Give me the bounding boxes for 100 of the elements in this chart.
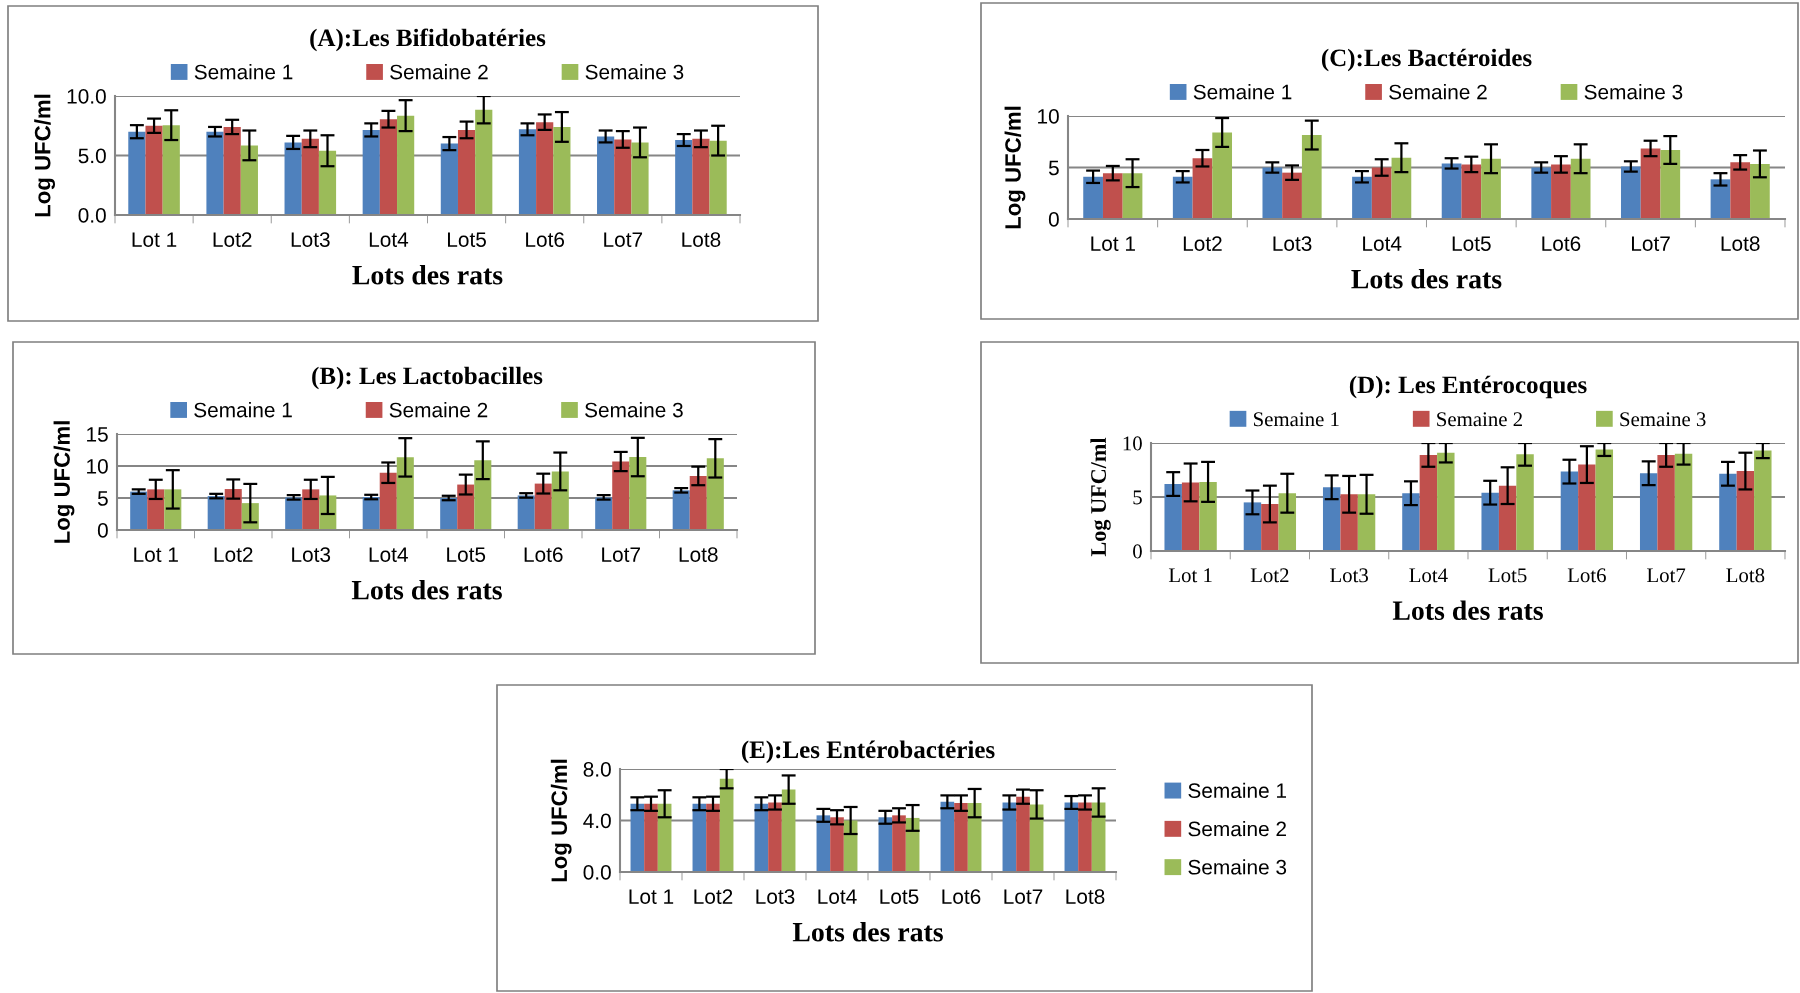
y-axis-title: Log UFC/ml — [1004, 106, 1026, 229]
bar — [1570, 158, 1591, 219]
bar — [440, 498, 458, 530]
x-tick-label: Lot4 — [1409, 568, 1448, 583]
y-tick-label: 5.0 — [78, 148, 106, 164]
y-axis-title: Log UFC/ml — [1090, 437, 1111, 557]
x-axis-title: Lots des rats — [351, 579, 502, 600]
bar — [1391, 157, 1412, 219]
x-tick-label: Lot2 — [214, 547, 253, 562]
legend-label: Semaine 3 — [1584, 84, 1683, 100]
bar — [285, 497, 303, 530]
bar — [689, 475, 707, 530]
bar — [1322, 487, 1341, 551]
bar — [517, 495, 535, 530]
x-tick-label: Lot 1 — [629, 889, 674, 904]
bar — [672, 490, 690, 530]
bar — [1357, 494, 1376, 551]
x-tick-label: Lot3 — [1330, 568, 1368, 583]
x-tick-label: Lot5 — [1452, 236, 1491, 251]
bar — [781, 789, 796, 872]
bar — [1437, 452, 1455, 551]
bar — [1595, 449, 1614, 551]
x-tick-label: Lot8 — [682, 232, 721, 247]
bar — [284, 142, 302, 215]
bar — [162, 125, 180, 215]
x-tick-label: Lot6 — [942, 889, 981, 904]
bar — [145, 125, 163, 215]
bar — [1301, 135, 1322, 219]
bar — [706, 458, 724, 530]
x-tick-label: Lot2 — [1183, 236, 1222, 251]
x-tick-label: Lot8 — [679, 547, 718, 562]
x-tick-label: Lot7 — [1004, 889, 1043, 904]
bar — [1481, 492, 1499, 551]
chart-title: (C):Les Bactéroides — [1321, 48, 1532, 72]
bar — [692, 138, 710, 215]
y-axis-title: Log UFC/ml — [34, 94, 56, 217]
legend-label: Semaine 2 — [390, 64, 488, 80]
bar — [1639, 473, 1658, 551]
bar — [534, 483, 552, 530]
y-tick-label: 8.0 — [583, 762, 611, 777]
x-tick-label: Lot8 — [1721, 236, 1760, 251]
x-tick-label: Lot 1 — [1168, 568, 1212, 583]
bar — [1710, 179, 1731, 219]
bar — [631, 142, 649, 215]
y-tick-label: 15 — [87, 427, 108, 442]
bar — [457, 129, 476, 215]
bar — [629, 457, 647, 530]
bar — [1016, 796, 1030, 872]
bar — [1192, 158, 1213, 219]
y-tick-label: 10 — [1123, 436, 1142, 451]
bar — [1674, 453, 1693, 551]
legend-label: Semaine 2 — [1389, 84, 1487, 100]
chart-title: (D): Les Entérocoques — [1349, 375, 1587, 399]
x-axis-title: Lots des rats — [1392, 600, 1543, 620]
bar — [379, 119, 398, 215]
x-tick-label: Lot 1 — [134, 547, 178, 562]
bar — [657, 803, 672, 872]
bar — [1441, 163, 1462, 219]
bar — [1083, 176, 1103, 219]
bar — [830, 817, 844, 872]
x-tick-label: Lot6 — [1567, 568, 1606, 583]
legend-label: Semaine 1 — [1193, 84, 1292, 100]
x-tick-label: Lot4 — [818, 889, 857, 904]
bar — [1164, 484, 1182, 551]
bar — [475, 109, 493, 215]
x-tick-label: Lot4 — [369, 547, 408, 562]
y-tick-label: 4.0 — [583, 813, 611, 829]
y-tick-label: 0 — [1133, 544, 1142, 559]
bar — [362, 497, 380, 530]
x-tick-label: Lot4 — [369, 232, 409, 247]
y-axis-title: Log UFC/ml — [53, 421, 75, 543]
bar — [1719, 473, 1737, 551]
bar — [1516, 454, 1534, 551]
bar — [1551, 164, 1571, 219]
x-axis-title: Lots des rats — [352, 264, 503, 285]
x-tick-label: Lot3 — [1273, 236, 1312, 251]
bar — [967, 803, 982, 872]
bar — [553, 126, 571, 215]
y-tick-label: 0.0 — [583, 865, 611, 880]
bar — [719, 778, 734, 872]
bar — [1340, 494, 1358, 551]
bar — [1261, 504, 1279, 551]
bar — [1660, 149, 1681, 219]
bar — [954, 803, 968, 872]
x-tick-label: Lot8 — [1726, 568, 1765, 583]
x-tick-label: Lot3 — [292, 547, 331, 562]
legend-label: Semaine 2 — [1188, 820, 1286, 837]
bar — [147, 489, 165, 530]
bar — [207, 496, 225, 530]
chart-title: (A):Les Bifidobatéries — [310, 28, 546, 52]
bar — [1461, 164, 1482, 219]
y-tick-label: 5 — [1048, 160, 1059, 176]
bar — [362, 129, 380, 215]
x-tick-label: Lot3 — [756, 889, 795, 904]
bar — [223, 126, 241, 215]
bar — [1102, 173, 1123, 219]
bar — [1172, 176, 1193, 219]
bar — [1371, 167, 1392, 219]
bar — [457, 484, 475, 530]
chart-title: (B): Les Lactobacilles — [312, 366, 543, 390]
